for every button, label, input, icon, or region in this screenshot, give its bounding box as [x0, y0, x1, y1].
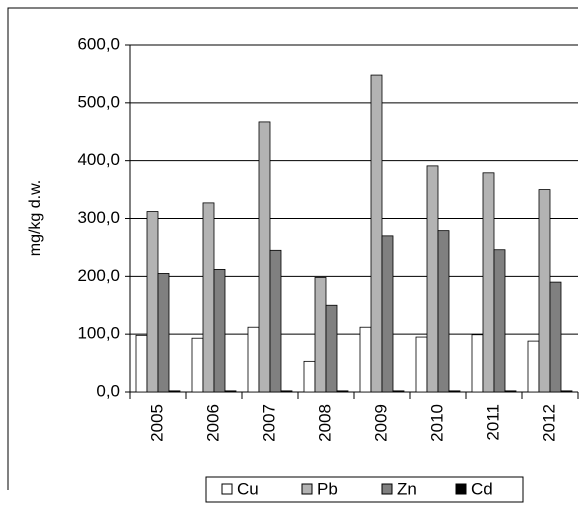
bar: [482, 172, 495, 393]
bar: [247, 326, 260, 393]
bar: [381, 235, 394, 393]
y-tick-label: 600,0: [77, 34, 120, 53]
bar: [437, 230, 450, 393]
bar: [560, 390, 573, 393]
frame: [7, 7, 578, 490]
bar: [146, 211, 159, 393]
y-tick-label: 500,0: [77, 92, 120, 111]
x-tick-label: 2007: [259, 404, 278, 442]
bar: [415, 336, 428, 393]
legend: [205, 476, 524, 503]
y-tick-label: 100,0: [77, 324, 120, 343]
legend-swatch: [221, 483, 233, 495]
bar: [359, 326, 372, 393]
y-axis-label: mg/kg d.w.: [27, 180, 44, 256]
bar: [549, 281, 562, 393]
y-tick-label: 300,0: [77, 208, 120, 227]
bar: [392, 390, 405, 393]
x-tick-label: 2012: [539, 404, 558, 442]
bar: [213, 268, 226, 393]
x-tick-label: 2009: [371, 404, 390, 442]
bar: [504, 390, 517, 393]
bar: [448, 390, 461, 393]
bar: [224, 390, 237, 393]
legend-swatch: [381, 483, 393, 495]
bar: [527, 340, 540, 393]
bar: [336, 390, 349, 393]
bar: [538, 189, 551, 393]
x-tick-label: 2011: [483, 404, 502, 441]
bar: [471, 334, 484, 393]
y-tick-label: 200,0: [77, 266, 120, 285]
x-tick-label: 2008: [315, 404, 334, 442]
y-tick-label: 0,0: [96, 381, 120, 400]
x-tick-label: 2006: [203, 404, 222, 442]
bar: [202, 202, 215, 393]
bar: [426, 165, 439, 393]
x-tick-label: 2005: [147, 404, 166, 442]
bar: [280, 390, 293, 393]
bar: [314, 277, 327, 393]
legend-swatch: [455, 483, 467, 495]
legend-label: Cu: [237, 479, 259, 498]
x-tick-label: 2010: [427, 404, 446, 442]
bar: [370, 74, 383, 393]
bar: [191, 337, 204, 393]
legend-label: Pb: [317, 479, 338, 498]
bar: [135, 334, 148, 393]
bar: [157, 273, 170, 393]
legend-label: Zn: [397, 479, 417, 498]
legend-label: Cd: [471, 479, 493, 498]
bar: [493, 249, 506, 393]
bar: [258, 121, 271, 393]
bar: [325, 304, 338, 393]
y-tick-label: 400,0: [77, 150, 120, 169]
bar: [168, 390, 181, 393]
legend-swatch: [301, 483, 313, 495]
bar: [303, 360, 316, 393]
bar: [269, 249, 282, 393]
